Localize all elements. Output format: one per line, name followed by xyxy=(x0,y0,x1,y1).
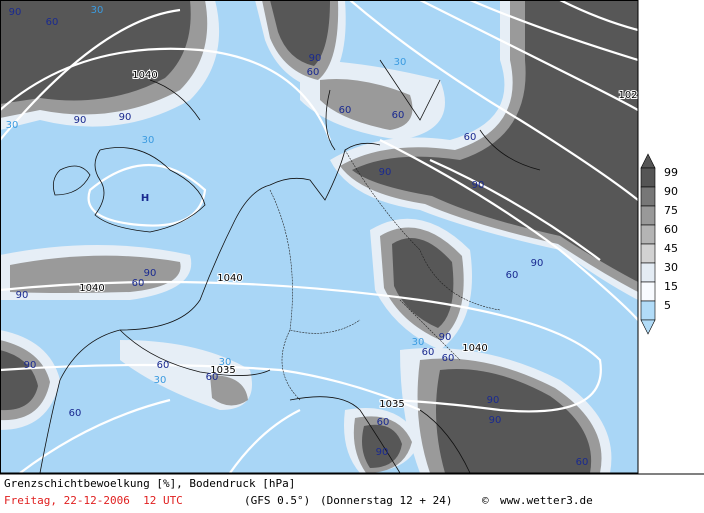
map-label: 60 xyxy=(307,67,320,78)
map-label: 30 xyxy=(412,337,425,348)
legend-swatch xyxy=(640,167,656,188)
footer-copyright: © xyxy=(482,494,489,507)
legend-swatch xyxy=(640,262,656,283)
legend-label: 5 xyxy=(664,299,671,312)
map-label: 60 xyxy=(576,457,589,468)
legend-label: 30 xyxy=(664,261,678,274)
map-label: 90 xyxy=(489,415,502,426)
map-label: 1040 xyxy=(132,70,157,81)
map-label: 30 xyxy=(394,57,407,68)
footer-date: Freitag, 22-12-2006 12 UTC xyxy=(4,494,183,507)
map-label: H xyxy=(141,193,149,204)
legend-swatch xyxy=(640,281,656,302)
map-label: 90 xyxy=(74,115,87,126)
map-label: 1035 xyxy=(210,365,235,376)
map-label: 90 xyxy=(376,447,389,458)
legend-swatch xyxy=(640,205,656,226)
legend-label: 60 xyxy=(664,223,678,236)
map-label: 60 xyxy=(132,278,145,289)
map-label: 1035 xyxy=(379,399,404,410)
footer-run: (Donnerstag 12 + 24) xyxy=(320,494,452,507)
map-label: 90 xyxy=(531,258,544,269)
legend-swatch xyxy=(640,224,656,245)
map-label: 90 xyxy=(9,7,22,18)
map-label: 90 xyxy=(144,268,157,279)
map-label: 90 xyxy=(16,290,29,301)
map-label: 30 xyxy=(91,5,104,16)
legend-label: 75 xyxy=(664,204,678,217)
map-label: 60 xyxy=(46,17,59,28)
map-label: 90 xyxy=(439,332,452,343)
legend: 99 90 75 60 45 30 15 5 xyxy=(640,153,678,335)
footer-site: www.wetter3.de xyxy=(500,494,593,507)
isobars xyxy=(0,0,639,413)
legend-swatch xyxy=(640,300,656,321)
map-label: 60 xyxy=(464,132,477,143)
map-label: 30 xyxy=(6,120,19,131)
map-label: 90 xyxy=(309,53,322,64)
map-labels: 1040 1040 1040 1040 1035 1035 102 H 90 90 90 90 90 90… xyxy=(6,5,639,468)
map-label: 1040 xyxy=(217,273,242,284)
borders xyxy=(269,149,501,401)
map-label: 90 xyxy=(24,360,37,371)
map-label: 30 xyxy=(219,357,232,368)
map-label: 60 xyxy=(69,408,82,419)
map-label: 1040 xyxy=(79,283,104,294)
map-label: 102 xyxy=(618,90,637,101)
map-label: 90 xyxy=(379,167,392,178)
map-label: 60 xyxy=(442,353,455,364)
map-label: 30 xyxy=(154,375,167,386)
map-label: 90 xyxy=(472,180,485,191)
footer-title: Grenzschichtbewoelkung [%], Bodendruck [… xyxy=(4,477,295,490)
map-label: 60 xyxy=(157,360,170,371)
map-label: 60 xyxy=(206,372,219,383)
legend-cap-top xyxy=(640,153,656,169)
legend-label: 15 xyxy=(664,280,678,293)
coastlines xyxy=(39,59,541,474)
map-label: 60 xyxy=(339,105,352,116)
map-label: 90 xyxy=(487,395,500,406)
map-label: 60 xyxy=(422,347,435,358)
legend-label: 90 xyxy=(664,185,678,198)
cloud-dense xyxy=(0,0,638,473)
legend-label: 99 xyxy=(664,166,678,179)
footer-model: (GFS 0.5°) xyxy=(244,494,310,507)
map-label: 60 xyxy=(377,417,390,428)
legend-swatch xyxy=(640,243,656,264)
legend-swatch xyxy=(640,186,656,207)
map-label: 1040 xyxy=(462,343,487,354)
legend-label: 45 xyxy=(664,242,678,255)
map-label: 60 xyxy=(392,110,405,121)
legend-cap-bottom xyxy=(640,319,656,335)
map-label: 90 xyxy=(119,112,132,123)
map-label: 60 xyxy=(506,270,519,281)
map-label: 30 xyxy=(142,135,155,146)
map-frame xyxy=(0,0,639,474)
